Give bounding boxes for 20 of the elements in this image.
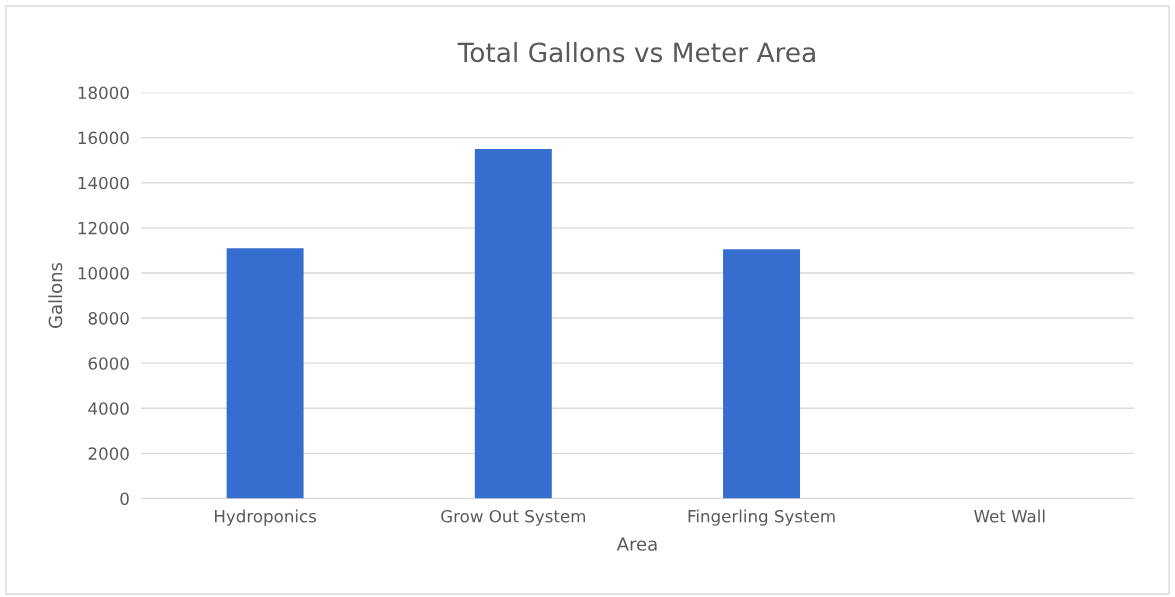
y-tick-label: 0	[120, 492, 129, 506]
x-tick-label: Grow Out System	[441, 509, 586, 526]
x-axis-title: Area	[616, 537, 657, 551]
y-tick-label: 4000	[88, 402, 129, 415]
y-tick-label: 18000	[78, 86, 129, 100]
x-tick-label: Fingerling System	[688, 509, 835, 526]
bar	[226, 248, 304, 499]
y-tick-label: 2000	[88, 447, 129, 460]
x-tick-label: Wet Wall	[974, 509, 1045, 523]
y-tick-label: 8000	[88, 312, 129, 325]
bar	[723, 249, 801, 499]
y-tick-label: 12000	[78, 221, 129, 235]
chart-title: Total Gallons vs Meter Area	[457, 41, 815, 63]
y-tick-label: 6000	[88, 357, 129, 370]
x-tick-label: Hydroponics	[215, 509, 317, 526]
y-tick-label: 10000	[78, 266, 129, 280]
y-tick-label: 16000	[78, 131, 129, 145]
y-tick-label: 14000	[78, 176, 129, 190]
bar	[474, 148, 552, 499]
y-axis-title: Gallons	[48, 262, 63, 328]
